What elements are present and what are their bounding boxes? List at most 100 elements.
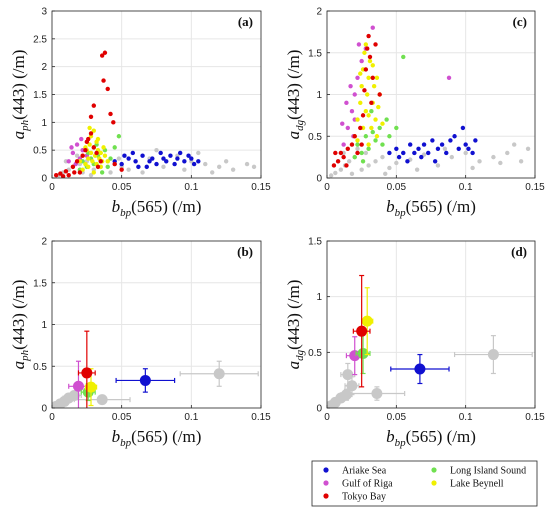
data-point (387, 150, 392, 156)
data-point (72, 170, 77, 175)
y-tick-label: 1.5 (33, 278, 47, 289)
data-point (91, 103, 97, 108)
data-point (111, 120, 116, 125)
data-point (512, 142, 517, 147)
data-point (359, 83, 364, 89)
mean-point (213, 368, 225, 380)
data-point (366, 146, 371, 151)
data-layer (328, 25, 531, 178)
data-point (102, 50, 108, 55)
data-point (244, 161, 250, 167)
data-point (69, 145, 74, 150)
data-point (414, 167, 420, 172)
mean-point (68, 389, 80, 401)
data-layer (52, 330, 259, 408)
data-point (358, 125, 363, 131)
y-tick-label: 0 (41, 174, 47, 185)
data-point (380, 154, 385, 160)
x-label-sub: bp (120, 207, 132, 219)
panel-tag: (c) (513, 14, 527, 29)
data-layer (327, 274, 533, 408)
mean-tokyo-bay (352, 274, 371, 388)
data-point (355, 75, 360, 81)
x-tick-label: 0.05 (387, 412, 407, 423)
mean-point (81, 367, 93, 379)
data-point (112, 145, 117, 150)
axes-frame (326, 240, 536, 409)
x-axis-label: bbp(565) (/m) (112, 197, 202, 219)
data-point (60, 174, 66, 178)
legend-entry: Tokyo Bay (323, 492, 386, 503)
data-point (88, 114, 94, 119)
data-point (365, 92, 370, 97)
data-point (83, 161, 88, 167)
data-point (88, 150, 94, 156)
data-point (419, 154, 424, 160)
legend-marker (323, 467, 329, 473)
data-point (88, 173, 94, 178)
data-point (161, 164, 166, 170)
data-point (345, 146, 350, 151)
data-point (365, 46, 370, 51)
mean-point (357, 347, 369, 359)
data-point (498, 160, 503, 166)
data-point (164, 159, 169, 164)
y-tick-label: 2.5 (33, 34, 47, 45)
data-point (355, 146, 360, 151)
data-point (116, 156, 122, 161)
data-point (362, 88, 367, 93)
legend-entry: Ariake Sea (323, 466, 387, 477)
x-tick-label: 0 (324, 412, 330, 423)
data-point (456, 146, 461, 151)
data-point (473, 138, 478, 143)
data-point (432, 159, 438, 164)
data-point (203, 161, 208, 167)
y-tick-label: 0 (41, 404, 47, 415)
data-point (144, 164, 149, 170)
x-tick-label: 0.15 (251, 182, 271, 193)
data-point (367, 54, 373, 60)
data-point (369, 125, 374, 131)
mean-ariake-sea (390, 353, 450, 385)
data-point (369, 109, 374, 114)
data-point (369, 100, 374, 106)
data-point (126, 156, 131, 161)
series-tokyo-bay (53, 50, 124, 178)
data-point (370, 63, 375, 68)
data-point (373, 138, 378, 143)
y-label-suffix: (443) (/m) (9, 280, 28, 350)
legend-entry: Gulf of Riga (323, 479, 393, 490)
data-point (352, 92, 357, 97)
data-point (147, 159, 152, 164)
x-tick-label: 0.15 (525, 412, 545, 423)
data-point (363, 42, 369, 47)
data-point (70, 164, 76, 170)
y-tick-label: 1 (316, 90, 322, 101)
data-point (133, 159, 138, 164)
data-point (371, 83, 377, 89)
data-point (175, 156, 180, 161)
data-point (177, 150, 183, 156)
data-point (373, 42, 378, 47)
data-point (394, 125, 399, 131)
data-point (363, 150, 369, 156)
legend-label: Ariake Sea (342, 466, 387, 477)
data-point (102, 153, 108, 158)
legend-label: Gulf of Riga (342, 479, 393, 490)
data-point (383, 171, 388, 177)
data-point (136, 164, 141, 170)
x-tick-label: 0 (324, 182, 330, 193)
data-point (370, 75, 375, 81)
data-point (401, 54, 406, 60)
data-point (161, 156, 166, 161)
data-point (328, 173, 334, 178)
data-point (74, 159, 80, 164)
y-tick-label: 2 (41, 237, 47, 248)
data-point (116, 134, 122, 139)
data-point (470, 150, 475, 156)
data-point (355, 138, 360, 143)
data-point (349, 109, 355, 114)
y-tick-label: 0.5 (33, 146, 47, 157)
data-point (374, 75, 380, 81)
data-point (396, 154, 402, 160)
